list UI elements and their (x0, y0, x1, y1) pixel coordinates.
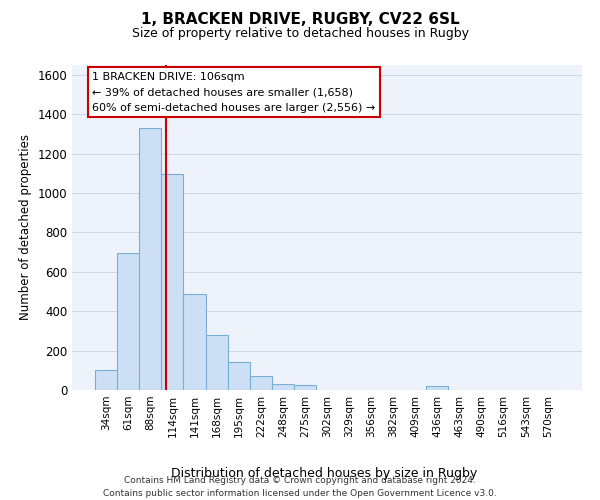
Text: 1, BRACKEN DRIVE, RUGBY, CV22 6SL: 1, BRACKEN DRIVE, RUGBY, CV22 6SL (140, 12, 460, 28)
Bar (206, 335, 227, 390)
Bar (95, 370, 117, 390)
Bar (117, 253, 139, 390)
Text: 1 BRACKEN DRIVE: 106sqm
← 39% of detached houses are smaller (1,658)
60% of semi: 1 BRACKEN DRIVE: 106sqm ← 39% of detache… (92, 72, 376, 112)
Bar (294, 385, 316, 390)
Bar (184, 294, 206, 390)
Text: Distribution of detached houses by size in Rugby: Distribution of detached houses by size … (171, 467, 477, 480)
Bar (139, 128, 161, 390)
Bar (427, 386, 448, 390)
Text: Size of property relative to detached houses in Rugby: Size of property relative to detached ho… (131, 28, 469, 40)
Bar (227, 362, 250, 390)
Bar (161, 174, 184, 390)
Bar (250, 376, 272, 390)
Y-axis label: Number of detached properties: Number of detached properties (19, 134, 32, 320)
Text: Contains HM Land Registry data © Crown copyright and database right 2024.
Contai: Contains HM Land Registry data © Crown c… (103, 476, 497, 498)
Bar (272, 384, 294, 390)
